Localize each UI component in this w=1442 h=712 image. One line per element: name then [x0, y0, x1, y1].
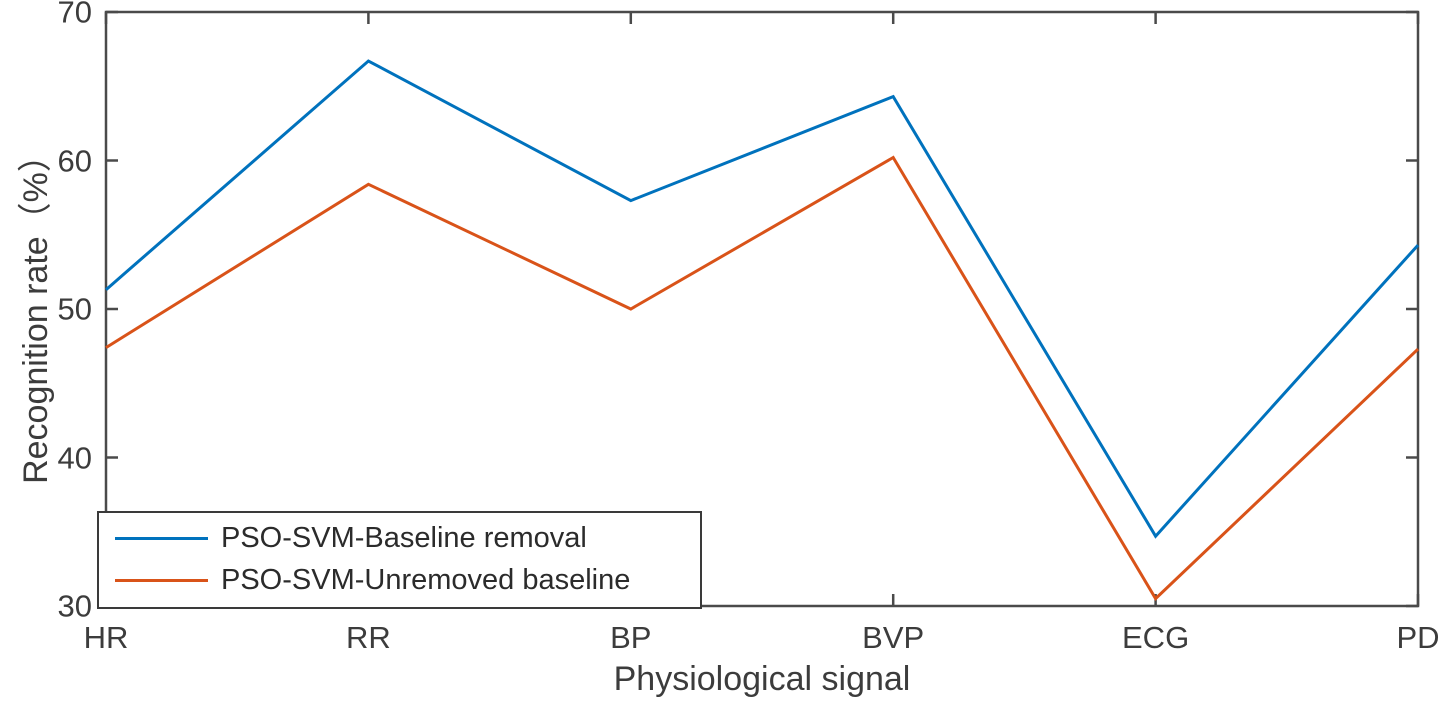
- x-tick-label-hr: HR: [83, 620, 129, 655]
- legend: PSO-SVM-Baseline removal PSO-SVM-Unremov…: [97, 511, 702, 609]
- legend-row: PSO-SVM-Baseline removal: [99, 517, 700, 559]
- x-tick-label-rr: RR: [346, 620, 391, 655]
- legend-line-sample-baseline-removal: [115, 536, 208, 540]
- y-tick-label-40: 40: [57, 440, 92, 475]
- legend-row: PSO-SVM-Unremoved baseline: [99, 559, 700, 601]
- legend-line-sample-unremoved-baseline: [115, 578, 208, 582]
- x-axis-label: Physiological signal: [613, 660, 911, 698]
- y-tick-label-60: 60: [57, 143, 92, 178]
- legend-label: PSO-SVM-Unremoved baseline: [221, 563, 631, 596]
- y-axis-label: Recognition rate（%）: [17, 138, 55, 484]
- y-tick-label-50: 50: [57, 291, 92, 327]
- series-line-1: [105, 155, 1420, 601]
- series-line-0: [105, 59, 1420, 539]
- legend-label: PSO-SVM-Baseline removal: [221, 521, 587, 554]
- y-tick-label-30: 30: [57, 588, 92, 624]
- x-tick-label-bp: BP: [610, 620, 652, 655]
- y-tick-label-70: 70: [57, 0, 92, 30]
- x-tick-label-ecg: ECG: [1122, 620, 1190, 655]
- x-tick-label-bvp: BVP: [862, 620, 925, 655]
- x-tick-label-pd: PD: [1396, 620, 1440, 655]
